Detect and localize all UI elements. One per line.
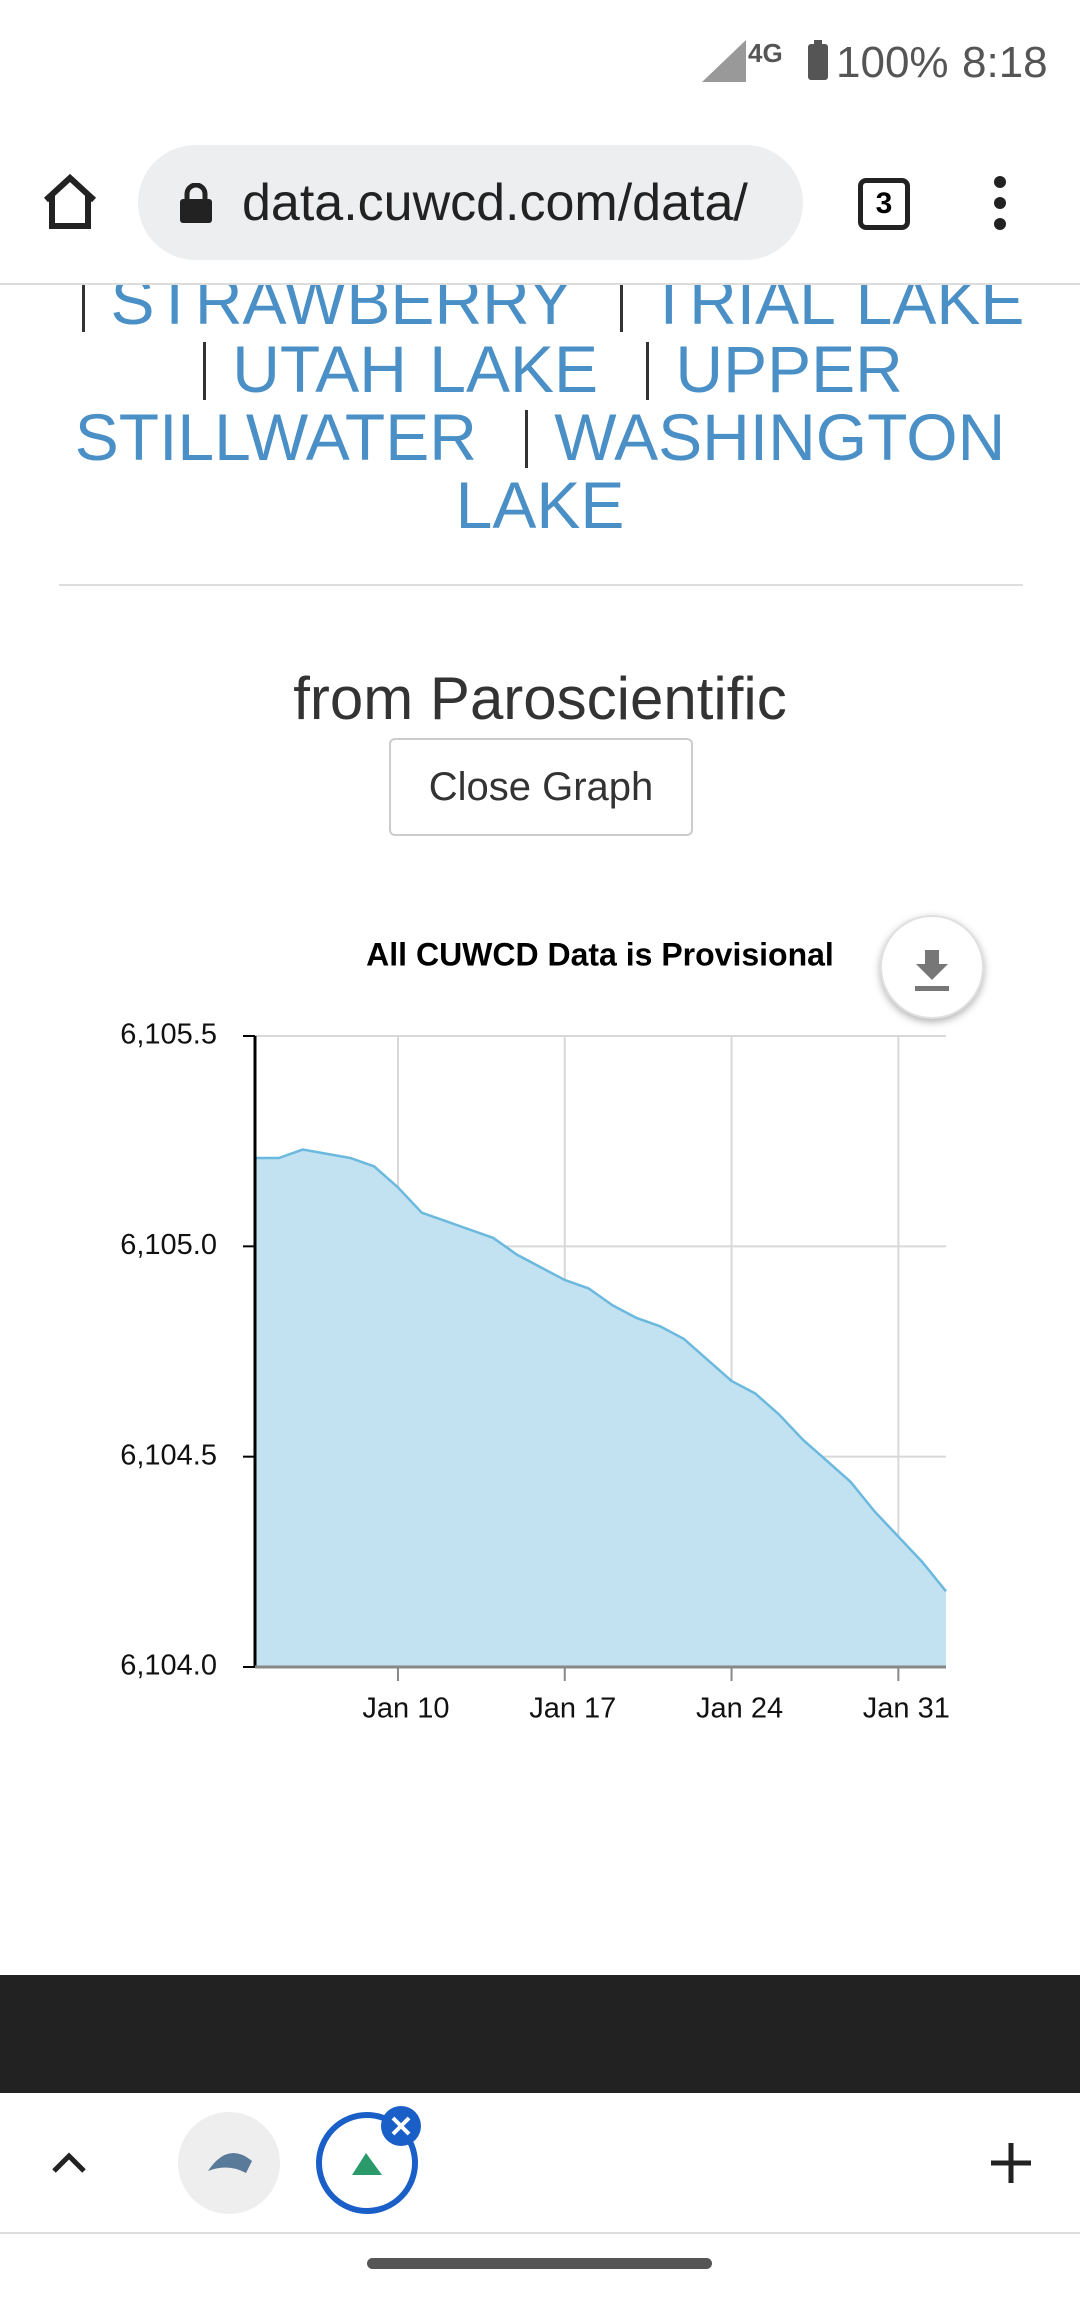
chart: All CUWCD Data is Provisional 6,104.0 6,1… bbox=[120, 915, 984, 1725]
lake-link[interactable]: UPPER STILLWATER bbox=[74, 332, 903, 474]
download-icon bbox=[915, 950, 949, 991]
url-bar[interactable]: data.cuwcd.com/data/ bbox=[138, 145, 803, 260]
close-graph-button[interactable]: Close Graph bbox=[389, 738, 693, 836]
y-tick-label: 6,104.5 bbox=[120, 1439, 217, 1471]
divider bbox=[59, 584, 1023, 586]
battery-icon bbox=[808, 40, 828, 80]
bottom-bar bbox=[0, 2093, 1080, 2269]
home-button[interactable] bbox=[40, 172, 100, 232]
footer-band bbox=[0, 1975, 1080, 2093]
link-separator bbox=[525, 410, 529, 468]
x-tick-label: Jan 17 bbox=[529, 1693, 616, 1725]
x-tick-label: Jan 10 bbox=[362, 1693, 449, 1725]
x-tick-label: Jan 24 bbox=[696, 1693, 783, 1725]
menu-button[interactable] bbox=[985, 175, 1015, 235]
chart-title: All CUWCD Data is Provisional bbox=[366, 936, 834, 972]
lake-link[interactable]: UTAH LAKE bbox=[232, 332, 599, 406]
tab-switcher[interactable]: 3 bbox=[858, 178, 910, 230]
clock: 8:18 bbox=[962, 38, 1048, 87]
y-tick-label: 6,105.5 bbox=[120, 1019, 217, 1051]
lake-link[interactable]: WASHINGTON LAKE bbox=[455, 400, 1006, 542]
network-label: 4G bbox=[748, 38, 783, 68]
signal-icon bbox=[702, 40, 746, 82]
graph-heading: from Paroscientific bbox=[293, 665, 787, 732]
link-separator bbox=[619, 274, 623, 332]
expand-button[interactable] bbox=[52, 2152, 86, 2173]
gesture-bar bbox=[367, 2258, 712, 2269]
battery-label: 100% bbox=[836, 38, 949, 87]
y-tick-label: 6,105.0 bbox=[120, 1229, 217, 1261]
area-line bbox=[255, 1148, 947, 1593]
y-tick-label: 6,104.0 bbox=[120, 1650, 217, 1682]
new-tab-button[interactable] bbox=[991, 2143, 1031, 2183]
link-separator bbox=[646, 342, 650, 400]
link-separator bbox=[81, 274, 85, 332]
browser-toolbar: data.cuwcd.com/data/ 3 bbox=[0, 120, 1080, 285]
link-separator bbox=[203, 342, 207, 400]
status-bar: 4G 100% 8:18 bbox=[0, 0, 1080, 120]
x-tick-label: Jan 31 bbox=[863, 1693, 950, 1725]
area-fill bbox=[255, 1149, 946, 1667]
url-text: data.cuwcd.com/data/ bbox=[242, 174, 748, 232]
lock-icon bbox=[180, 183, 212, 223]
lake-links: STRAWBERRY TRIAL LAKE UTAH LAKE UPPER ST… bbox=[50, 267, 1030, 539]
